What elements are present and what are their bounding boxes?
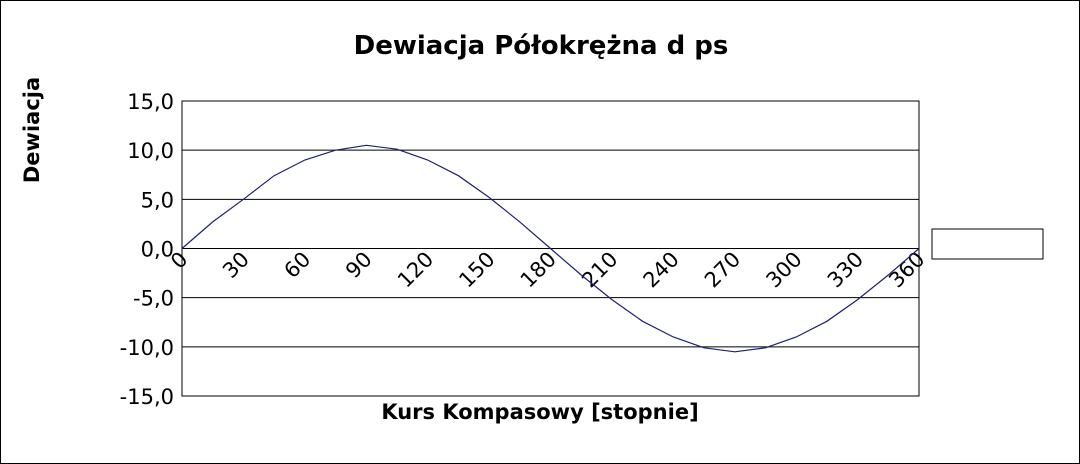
y-tick-label: 0,0 xyxy=(141,238,174,262)
chart-title: Dewiacja Półokrężna d ps xyxy=(354,31,729,61)
y-tick-label: 10,0 xyxy=(127,139,174,163)
y-tick-label: -15,0 xyxy=(120,385,174,409)
legend xyxy=(931,228,1044,260)
y-tick-label: 5,0 xyxy=(141,188,174,212)
x-tick-label: 120 xyxy=(393,247,438,292)
x-tick-label: 90 xyxy=(341,247,377,283)
x-tick-label: 330 xyxy=(823,247,868,292)
x-tick-label: 300 xyxy=(761,247,806,292)
series-line xyxy=(181,144,920,353)
y-tick-label: -5,0 xyxy=(133,287,174,311)
x-tick-label: 180 xyxy=(516,247,561,292)
x-tick-label: 210 xyxy=(577,247,622,292)
x-tick-label: 360 xyxy=(884,247,929,292)
y-tick-label: 15,0 xyxy=(127,90,174,114)
x-tick-label: 150 xyxy=(454,247,499,292)
y-axis-title: Dewiacja xyxy=(20,77,44,183)
legend-box xyxy=(931,228,1044,260)
plot-area: 15,010,05,00,0-5,0-10,0-15,00 30 60 90 120 15… xyxy=(120,90,930,409)
x-tick-label: 60 xyxy=(279,247,315,283)
x-tick-label: 240 xyxy=(639,247,684,292)
x-axis-title: Kurs Kompasowy [stopnie] xyxy=(381,400,698,424)
x-tick-label: 270 xyxy=(700,247,745,292)
y-tick-label: -10,0 xyxy=(120,336,174,360)
x-tick-label: 30 xyxy=(218,247,254,283)
